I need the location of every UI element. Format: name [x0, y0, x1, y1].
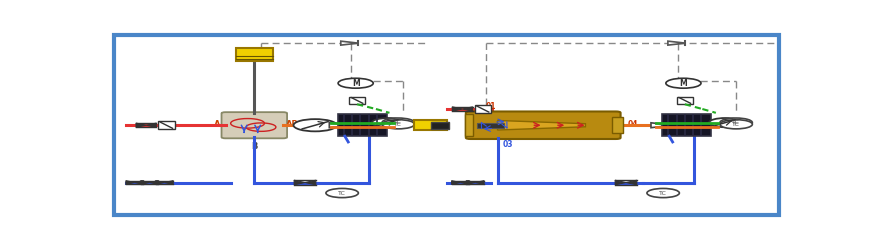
Text: B: B	[251, 142, 257, 151]
Text: TC: TC	[394, 120, 402, 125]
Polygon shape	[150, 181, 159, 185]
Circle shape	[666, 78, 701, 88]
Bar	[338, 114, 387, 136]
Polygon shape	[155, 181, 165, 185]
Polygon shape	[146, 123, 156, 127]
Polygon shape	[305, 180, 316, 185]
Bar	[612, 117, 623, 133]
Text: TC: TC	[732, 122, 740, 127]
Text: 04: 04	[628, 120, 638, 129]
Bar	[474, 105, 491, 113]
Polygon shape	[165, 181, 174, 185]
Bar	[465, 114, 473, 136]
Polygon shape	[452, 181, 460, 185]
Text: TC: TC	[732, 120, 740, 125]
Polygon shape	[467, 181, 475, 185]
Text: A: A	[215, 120, 221, 129]
Polygon shape	[330, 123, 351, 128]
Polygon shape	[341, 41, 358, 45]
Text: 01: 01	[486, 102, 496, 111]
Text: AB: AB	[286, 120, 299, 129]
Circle shape	[326, 188, 358, 198]
Bar	[431, 122, 448, 129]
Text: 03: 03	[502, 140, 513, 149]
Polygon shape	[462, 107, 473, 111]
Text: M: M	[679, 79, 687, 88]
FancyBboxPatch shape	[466, 112, 621, 139]
Polygon shape	[134, 181, 144, 185]
Polygon shape	[668, 41, 685, 45]
Text: TC: TC	[394, 122, 402, 127]
Polygon shape	[453, 107, 462, 111]
Bar	[235, 48, 273, 61]
Polygon shape	[136, 123, 146, 127]
Bar	[414, 120, 446, 130]
Text: TC: TC	[659, 190, 667, 195]
Bar	[663, 114, 712, 136]
Polygon shape	[651, 123, 672, 128]
Polygon shape	[615, 180, 626, 185]
Text: M: M	[351, 79, 359, 88]
Polygon shape	[626, 180, 637, 185]
Text: TC: TC	[338, 190, 346, 195]
Circle shape	[371, 118, 405, 127]
Polygon shape	[475, 181, 484, 185]
Bar	[677, 96, 692, 104]
Bar	[350, 96, 364, 104]
Circle shape	[382, 120, 414, 129]
Bar	[159, 121, 174, 129]
Circle shape	[294, 119, 337, 131]
Polygon shape	[140, 181, 150, 185]
FancyBboxPatch shape	[221, 112, 287, 138]
Bar	[477, 123, 504, 127]
Circle shape	[382, 118, 414, 127]
Circle shape	[720, 118, 753, 127]
Polygon shape	[294, 180, 305, 185]
Circle shape	[647, 188, 679, 198]
Polygon shape	[126, 181, 134, 185]
Circle shape	[709, 118, 741, 127]
Polygon shape	[498, 121, 585, 130]
Circle shape	[338, 78, 373, 88]
Circle shape	[720, 120, 753, 129]
Polygon shape	[460, 181, 469, 185]
